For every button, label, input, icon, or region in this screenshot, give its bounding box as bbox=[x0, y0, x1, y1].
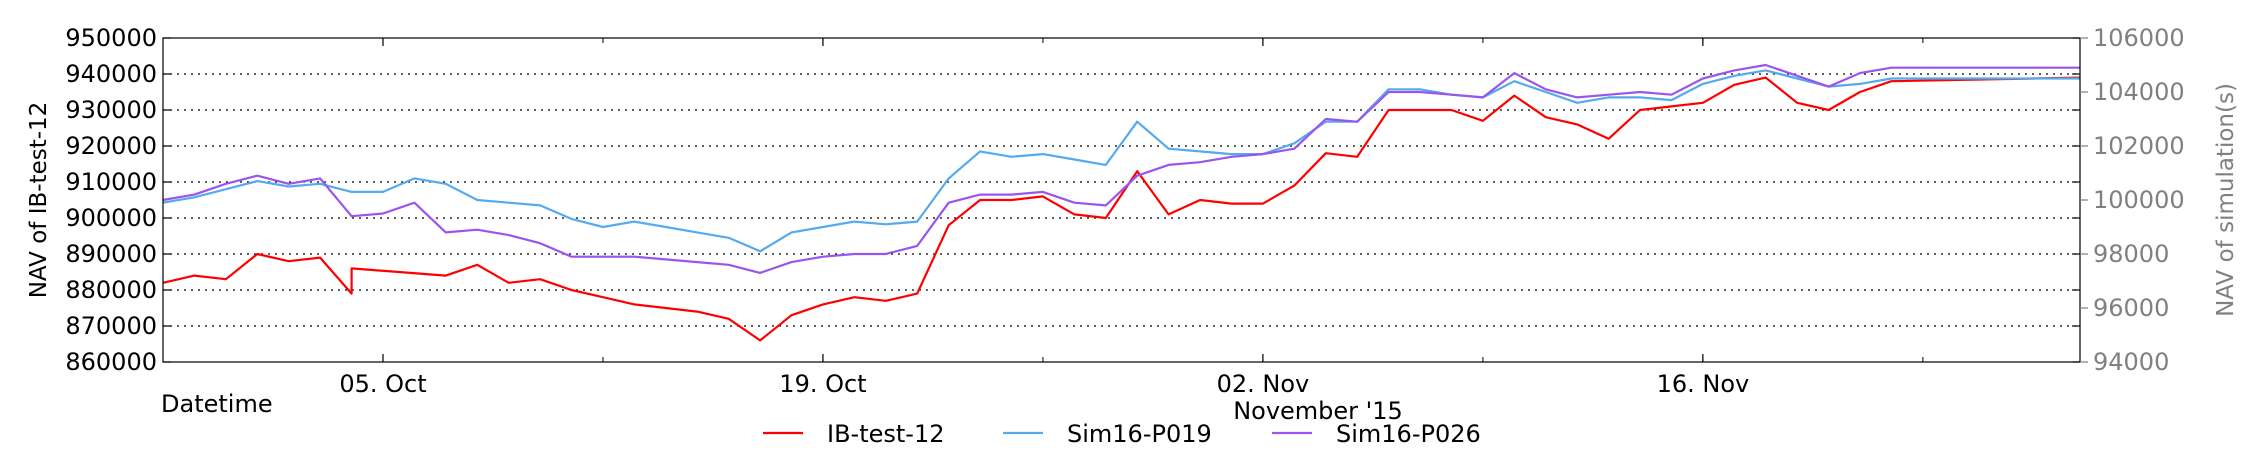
left-tick-label: 900000 bbox=[65, 204, 157, 232]
right-tick-label: 102000 bbox=[2093, 132, 2185, 160]
left-tick-label: 950000 bbox=[65, 24, 157, 52]
left-tick-label: 910000 bbox=[65, 168, 157, 196]
left-axis: 860000 870000 880000 890000 900000 910000 9200… bbox=[65, 24, 2080, 376]
left-tick-label: 920000 bbox=[65, 132, 157, 160]
series-line-sim16-p026 bbox=[162, 63, 2080, 274]
left-tick-label: 890000 bbox=[65, 240, 157, 268]
right-tick-label: 104000 bbox=[2093, 78, 2185, 106]
right-tick-label: 94000 bbox=[2093, 348, 2169, 376]
left-tick-label: 930000 bbox=[65, 96, 157, 124]
grid bbox=[163, 73, 2080, 327]
x-tick-label: 16. Nov bbox=[1657, 370, 1750, 398]
right-tick-label: 106000 bbox=[2093, 24, 2185, 52]
y-axis-label-right: NAV of simulation(s) bbox=[2213, 83, 2239, 317]
x-axis-sublabel: November '15 bbox=[1233, 397, 1403, 425]
plot-frame bbox=[162, 37, 2081, 363]
right-tick-label: 100000 bbox=[2093, 186, 2185, 214]
legend: IB-test-12 Sim16-P019 Sim16-P026 bbox=[763, 420, 1481, 448]
legend-label: IB-test-12 bbox=[827, 420, 945, 448]
right-axis: 94000 96000 98000 100000 102000 104000 106000 bbox=[2080, 24, 2185, 376]
x-tick-label: 19. Oct bbox=[779, 370, 866, 398]
left-tick-label: 870000 bbox=[65, 312, 157, 340]
x-axis: 05. Oct 19. Oct 02. Nov 16. Nov bbox=[339, 38, 1924, 398]
series-line-sim16-p019 bbox=[162, 69, 2080, 253]
x-tick-label: 02. Nov bbox=[1217, 370, 1310, 398]
left-tick-label: 880000 bbox=[65, 276, 157, 304]
left-tick-label: 940000 bbox=[65, 60, 157, 88]
x-tick-label: 05. Oct bbox=[339, 370, 426, 398]
y-axis-label-left: NAV of IB-test-12 bbox=[26, 102, 52, 299]
series-lines bbox=[162, 63, 2081, 342]
legend-label: Sim16-P026 bbox=[1336, 420, 1481, 448]
right-tick-label: 98000 bbox=[2093, 240, 2169, 268]
legend-label: Sim16-P019 bbox=[1067, 420, 1212, 448]
left-tick-label: 860000 bbox=[65, 348, 157, 376]
series-line-ib-test-12 bbox=[162, 76, 2081, 342]
x-axis-label: Datetime bbox=[161, 390, 273, 418]
right-tick-label: 96000 bbox=[2093, 294, 2169, 322]
